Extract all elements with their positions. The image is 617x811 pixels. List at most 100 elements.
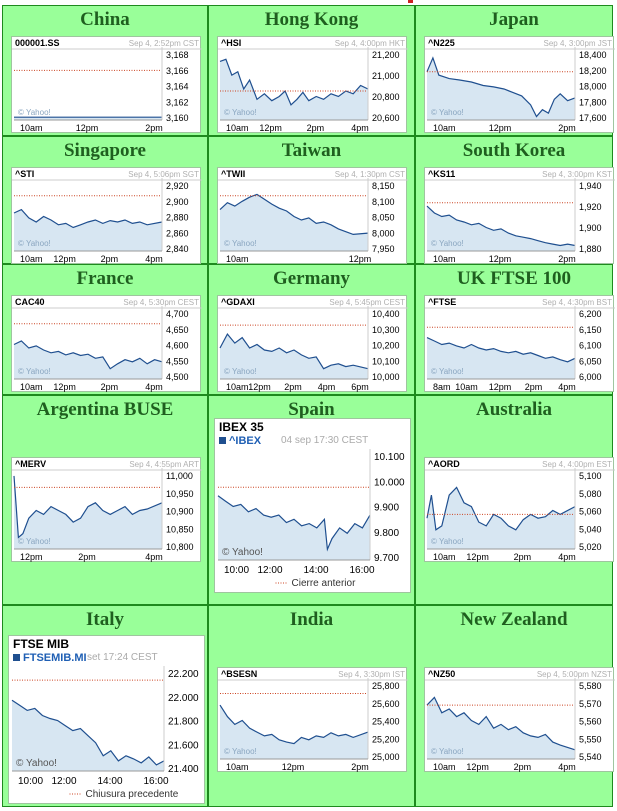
ticker-symbol: ^KS11 <box>428 169 455 179</box>
y-tick-label: 18,200 <box>579 66 607 76</box>
x-tick-label: 2pm <box>284 382 302 392</box>
ticker-symbol: ^TWII <box>221 169 245 179</box>
y-tick-label: 10,200 <box>372 341 400 351</box>
index-symbol-link[interactable]: ^IBEX <box>219 435 261 447</box>
x-tick-label: 2pm <box>558 254 576 264</box>
y-tick-label: 9.900 <box>374 503 399 514</box>
x-tick-label: 4pm <box>145 254 163 264</box>
x-tick-label: 10am <box>20 123 43 133</box>
mini-chart[interactable]: ^N225 Sep 4, 3:00pm JST 18,400 18,200 18,000… <box>424 36 615 133</box>
mini-chart[interactable]: 000001.SS Sep 4, 2:52pm CST 3,168 3,166 3,16… <box>11 36 202 133</box>
x-tick-label: 12pm <box>20 552 43 562</box>
x-tick-label: 12:00 <box>51 776 76 787</box>
y-tick-label: 20,800 <box>372 92 400 102</box>
chart-timestamp: 04 sep 17:30 CEST <box>281 435 369 446</box>
chart-timestamp: Sep 4, 1:30pm CST <box>335 170 405 179</box>
market-cell-argentina-buse: Argentina BUSE ^MERV Sep 4, 4:55pm ART 11,0… <box>2 395 208 605</box>
y-tick-label: 22.200 <box>168 669 199 680</box>
y-tick-label: 11,000 <box>166 471 193 481</box>
ticker-symbol: ^FTSE <box>428 297 456 307</box>
y-tick-label: 25,800 <box>372 681 400 691</box>
price-area <box>427 206 575 251</box>
x-tick-label: 12pm <box>53 382 76 392</box>
chart-svg: 10.100 10.000 9.900 9.800 9.700 10:00 12:00 14:… <box>217 449 405 589</box>
mini-chart[interactable]: ^GDAXI Sep 4, 5:45pm CEST 10,400 10,300 10,2… <box>217 295 408 392</box>
market-title: Italy <box>86 609 124 630</box>
mini-chart[interactable]: ^FTSE Sep 4, 4:30pm BST 6,200 6,150 6,100 6,0… <box>424 295 615 392</box>
y-tick-label: 25,000 <box>372 752 400 762</box>
y-tick-label: 18,400 <box>579 50 607 60</box>
y-tick-label: 6,000 <box>579 372 602 382</box>
chart-svg: ^AORD Sep 4, 4:00pm EST 5,100 5,080 5,060 5,0… <box>425 459 615 562</box>
chart-svg: ^HSI Sep 4, 4:00pm HKT 21,200 21,000 20,800 2… <box>218 38 408 133</box>
price-line <box>219 193 369 236</box>
y-tick-label: 5,570 <box>579 699 602 709</box>
yahoo-watermark: © Yahoo! <box>224 239 257 248</box>
mini-chart[interactable]: ^MERV Sep 4, 4:55pm ART 11,000 10,950 10,900… <box>11 457 202 562</box>
x-tick-label: 4pm <box>558 552 576 562</box>
y-tick-label: 2,920 <box>166 181 189 191</box>
mini-chart[interactable]: 22.200 22.000 21.800 21.600 21.400 10:00 12:00… <box>8 635 205 804</box>
mini-chart[interactable]: ^KS11 Sep 4, 3:00pm KST 1,940 1,920 1,900 1,8… <box>424 167 615 264</box>
chart-svg: ^N225 Sep 4, 3:00pm JST 18,400 18,200 18,000… <box>425 38 615 133</box>
mini-chart[interactable]: ^AORD Sep 4, 4:00pm EST 5,100 5,080 5,060 5,0… <box>424 457 615 562</box>
mini-chart[interactable]: ^TWII Sep 4, 1:30pm CST 8,150 8,100 8,050 8,0… <box>217 167 408 264</box>
x-tick-label: 6pm <box>351 382 369 392</box>
y-tick-label: 21.800 <box>168 717 199 728</box>
ticker-symbol: ^STI <box>15 169 34 179</box>
x-tick-label: 2pm <box>145 123 163 133</box>
ticker-symbol: ^N225 <box>428 38 455 48</box>
mini-chart[interactable]: 10.100 10.000 9.900 9.800 9.700 10:00 12:00 14:… <box>214 418 411 593</box>
x-tick-label: 2pm <box>307 123 325 133</box>
y-tick-label: 9.700 <box>374 553 399 564</box>
x-tick-label: 12pm <box>259 123 282 133</box>
x-tick-label: 4pm <box>558 762 576 772</box>
y-tick-label: 5,580 <box>579 681 602 691</box>
price-line <box>426 205 576 247</box>
x-tick-label: 14:00 <box>97 776 122 787</box>
y-tick-label: 4,550 <box>166 356 189 366</box>
y-tick-label: 4,650 <box>166 325 189 335</box>
x-tick-label: 12pm <box>466 552 489 562</box>
y-tick-label: 3,162 <box>166 97 189 107</box>
market-cell-new-zealand: New Zealand ^NZ50 Sep 4, 5:00pm NZST 5,580 5… <box>415 605 615 807</box>
mini-chart[interactable]: ^BSESN Sep 4, 3:30pm IST 25,800 25,600 25,40… <box>217 667 408 772</box>
price-line <box>426 486 576 531</box>
y-tick-label: 6,200 <box>579 309 602 319</box>
x-tick-label: 16:00 <box>143 776 168 787</box>
index-name: IBEX 35 <box>219 420 264 434</box>
mini-chart[interactable]: ^STI Sep 4, 5:06pm SGT 2,920 2,900 2,880 2,86… <box>11 167 202 264</box>
x-tick-label: 4pm <box>145 382 163 392</box>
mini-chart[interactable]: ^HSI Sep 4, 4:00pm HKT 21,200 21,000 20,800 2… <box>217 36 408 133</box>
y-tick-label: 8,000 <box>372 228 395 238</box>
mini-chart[interactable]: CAC40 Sep 4, 5:30pm CEST 4,700 4,650 4,600 4,… <box>11 295 202 392</box>
chart-svg: ^STI Sep 4, 5:06pm SGT 2,920 2,900 2,880 2,86… <box>12 169 202 264</box>
x-tick-label: 10am <box>433 254 456 264</box>
yahoo-watermark: © Yahoo! <box>224 367 257 376</box>
top-accent-bar <box>0 0 617 3</box>
y-tick-label: 21.400 <box>168 764 199 775</box>
market-cell-italy: Italy 22.200 22.000 21.800 21.600 21.400 10:00… <box>2 605 208 807</box>
y-tick-label: 1,880 <box>579 244 602 254</box>
series-swatch <box>219 437 226 444</box>
y-tick-label: 3,166 <box>166 66 189 76</box>
price-line <box>426 337 576 363</box>
chart-svg: 000001.SS Sep 4, 2:52pm CST 3,168 3,166 3,16… <box>12 38 202 133</box>
market-title: South Korea <box>462 140 566 161</box>
symbol-text: FTSEMIB.MI <box>23 652 87 664</box>
y-tick-label: 10,850 <box>166 524 194 534</box>
x-tick-label: 10am <box>226 382 249 392</box>
mini-chart[interactable]: ^NZ50 Sep 4, 5:00pm NZST 5,580 5,570 5,560 5,… <box>424 667 615 772</box>
y-tick-label: 3,164 <box>166 82 189 92</box>
y-tick-label: 4,600 <box>166 341 189 351</box>
index-symbol-link[interactable]: FTSEMIB.MI <box>13 652 87 664</box>
yahoo-watermark: © Yahoo! <box>224 108 257 117</box>
market-cell-japan: Japan ^N225 Sep 4, 3:00pm JST 18,400 18,200 1… <box>415 5 615 136</box>
x-tick-label: 4pm <box>351 123 369 133</box>
price-area <box>220 194 368 251</box>
x-tick-label: 2pm <box>514 552 532 562</box>
market-title: China <box>80 9 130 30</box>
x-tick-label: 2pm <box>101 382 119 392</box>
yahoo-watermark: © Yahoo! <box>18 367 51 376</box>
chart-timestamp: Sep 4, 2:52pm CST <box>129 39 199 48</box>
